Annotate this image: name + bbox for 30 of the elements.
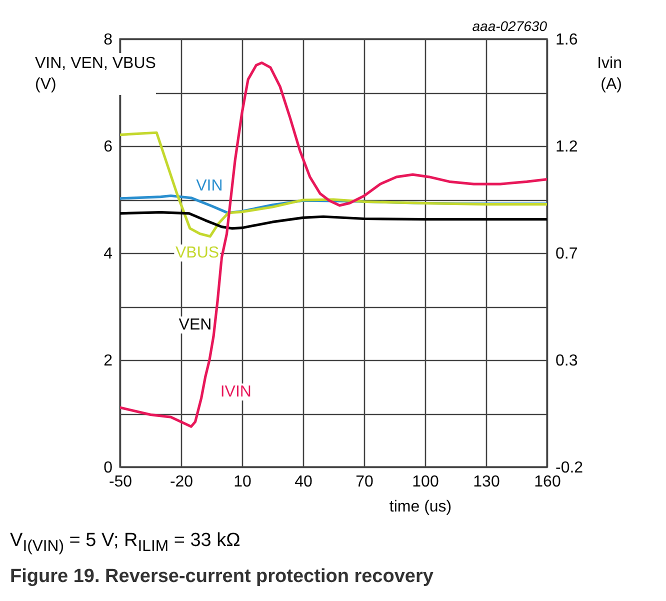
y2-tick-label: 0.3: [556, 352, 578, 370]
y-tick-label: 2: [104, 352, 113, 370]
y2-tick-label: 1.2: [556, 138, 578, 156]
y2-tick-label: 0.7: [556, 246, 578, 262]
line-series: [120, 131, 547, 238]
x-tick-label: 10: [234, 474, 252, 490]
x-tick-label: 40: [294, 474, 312, 490]
series-label: VBUS: [174, 244, 220, 262]
y2-axis-title: Ivin (A): [597, 53, 622, 95]
text: VEN: [178, 316, 213, 334]
y2-tick-label: -0.2: [556, 460, 584, 476]
text: aaa-027630: [472, 18, 547, 34]
x-tick-label: 160: [534, 474, 561, 490]
series-label: IVIN: [219, 384, 252, 401]
line-series: [120, 211, 547, 230]
y-axis-title: VIN, VEN, VBUS (V): [35, 53, 156, 95]
x-tick-label: 70: [356, 474, 374, 490]
x-tick-label: -20: [170, 474, 194, 490]
y-tick-label: 4: [104, 246, 113, 262]
x-tick-label: -50: [108, 474, 132, 490]
x-tick-label: 100: [412, 474, 439, 490]
x-axis-title: time (us): [389, 498, 452, 516]
y2-tick-label: 1.6: [556, 32, 578, 48]
y-tick-label: 0: [104, 460, 113, 476]
y-tick-label: 6: [104, 138, 113, 156]
y-tick-label: 8: [104, 32, 113, 48]
text: Figure 19. Reverse-current protection recovery: [10, 566, 434, 588]
x-tick-label: 130: [473, 474, 500, 490]
series-label: VIN: [195, 178, 224, 195]
text: V$_{I(VIN)}$ = 5 V; R$_{ILIM}$ = 33 kΩ: [10, 530, 240, 556]
